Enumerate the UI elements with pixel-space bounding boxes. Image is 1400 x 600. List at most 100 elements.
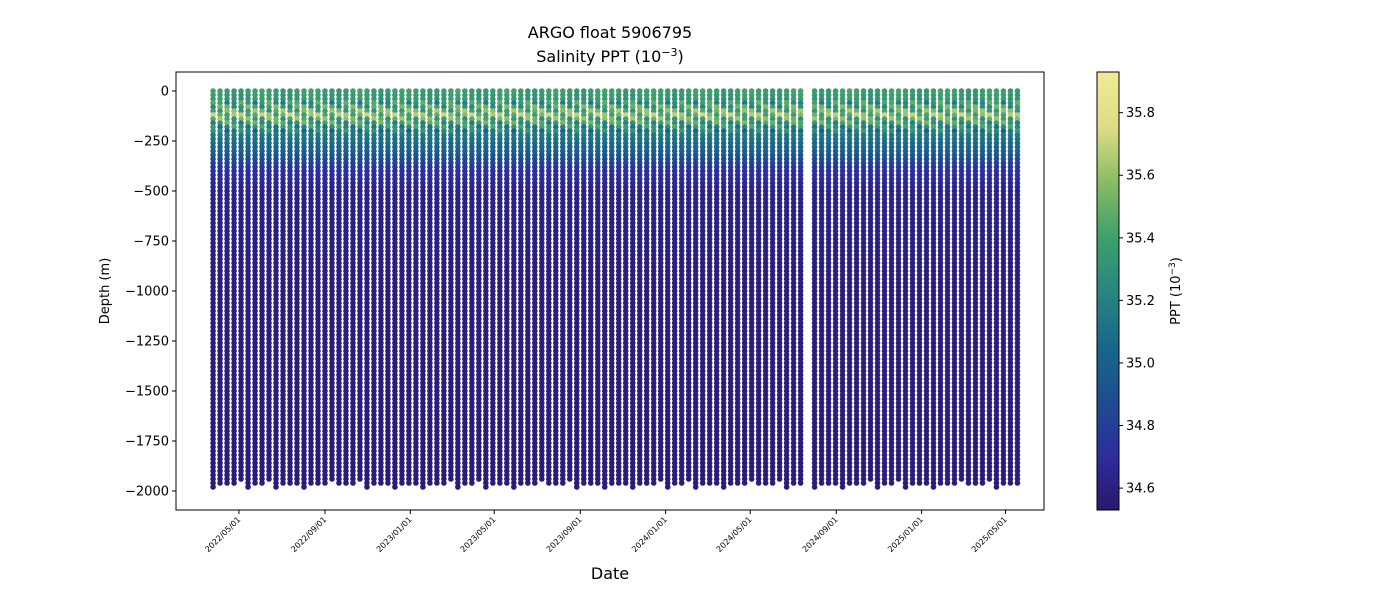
data-point: [231, 384, 237, 390]
data-point: [322, 480, 328, 486]
data-point: [259, 196, 265, 202]
data-point: [217, 284, 223, 290]
data-point: [238, 136, 244, 142]
data-point: [217, 288, 223, 294]
data-point: [238, 312, 244, 318]
data-point: [259, 324, 265, 330]
data-point: [224, 96, 230, 102]
data-point: [224, 304, 230, 310]
data-point: [224, 248, 230, 254]
data-point: [259, 380, 265, 386]
data-point: [259, 392, 265, 398]
data-point: [224, 268, 230, 274]
data-point: [210, 284, 216, 290]
data-point: [259, 160, 265, 166]
data-point: [252, 152, 258, 158]
data-point: [252, 328, 258, 334]
data-point: [231, 440, 237, 446]
data-point: [217, 420, 223, 426]
data-point: [245, 480, 251, 486]
data-point: [259, 140, 265, 146]
data-point: [259, 260, 265, 266]
data-point: [287, 480, 293, 486]
data-point: [210, 368, 216, 374]
chart-title: ARGO float 5906795: [528, 23, 692, 42]
data-point: [224, 384, 230, 390]
data-point: [210, 264, 216, 270]
data-point: [259, 348, 265, 354]
profile-column: [483, 88, 489, 490]
data-point: [224, 432, 230, 438]
data-point: [252, 172, 258, 178]
data-point: [224, 360, 230, 366]
data-point: [210, 180, 216, 186]
profile-column: [385, 88, 391, 486]
data-point: [231, 436, 237, 442]
data-point: [259, 432, 265, 438]
data-point: [210, 408, 216, 414]
profile-column: [455, 88, 461, 490]
data-point: [301, 484, 307, 490]
data-point: [245, 324, 251, 330]
data-point: [259, 308, 265, 314]
data-point: [245, 212, 251, 218]
data-point: [252, 136, 258, 142]
data-point: [231, 476, 237, 482]
data-point: [231, 208, 237, 214]
data-point: [231, 300, 237, 306]
data-point: [210, 108, 216, 114]
data-point: [252, 220, 258, 226]
data-point: [252, 216, 258, 222]
data-point: [217, 384, 223, 390]
data-point: [231, 400, 237, 406]
data-point: [217, 256, 223, 262]
data-point: [259, 136, 265, 142]
data-point: [217, 468, 223, 474]
data-point: [245, 120, 251, 126]
data-point: [252, 104, 258, 110]
data-point: [238, 404, 244, 410]
data-point: [217, 448, 223, 454]
data-point: [224, 288, 230, 294]
data-point: [224, 236, 230, 242]
data-point: [231, 164, 237, 170]
data-point: [210, 288, 216, 294]
data-point: [224, 336, 230, 342]
scatter-points: [210, 88, 1021, 490]
data-point: [252, 396, 258, 402]
data-point: [217, 408, 223, 414]
data-point: [252, 332, 258, 338]
data-point: [231, 380, 237, 386]
data-point: [210, 244, 216, 250]
profile-column: [462, 88, 468, 486]
data-point: [252, 176, 258, 182]
data-point: [252, 196, 258, 202]
data-point: [224, 160, 230, 166]
data-point: [259, 280, 265, 286]
data-point: [231, 288, 237, 294]
data-point: [259, 112, 265, 118]
data-point: [217, 332, 223, 338]
data-point: [231, 160, 237, 166]
data-point: [245, 472, 251, 478]
data-point: [210, 156, 216, 162]
data-point: [238, 464, 244, 470]
data-point: [217, 464, 223, 470]
data-point: [217, 392, 223, 398]
data-point: [231, 200, 237, 206]
data-point: [259, 264, 265, 270]
data-point: [224, 372, 230, 378]
data-point: [238, 200, 244, 206]
data-point: [231, 128, 237, 134]
data-point: [217, 204, 223, 210]
data-point: [224, 408, 230, 414]
data-point: [210, 396, 216, 402]
data-point: [231, 404, 237, 410]
data-point: [490, 480, 496, 486]
data-point: [259, 132, 265, 138]
data-point: [210, 248, 216, 254]
data-point: [238, 104, 244, 110]
data-point: [231, 176, 237, 182]
data-point: [210, 124, 216, 130]
data-point: [224, 244, 230, 250]
